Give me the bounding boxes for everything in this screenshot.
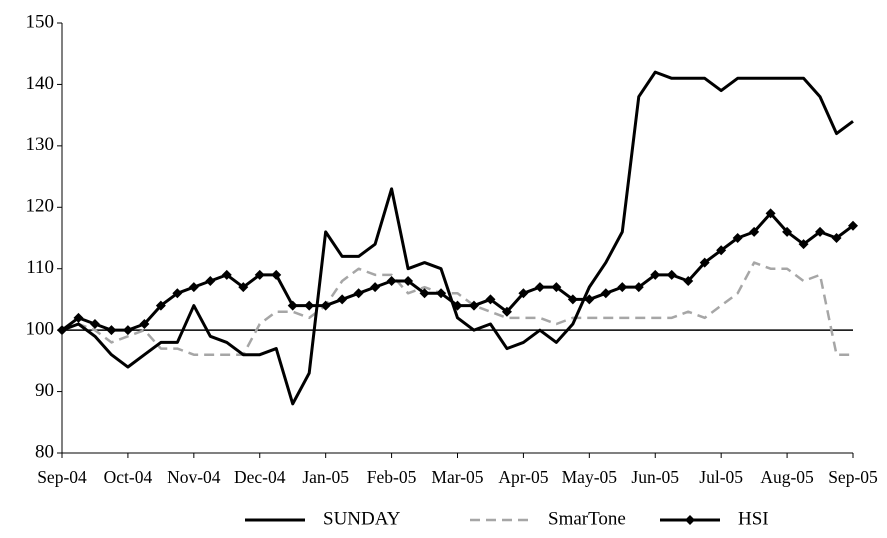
- series-marker: [765, 208, 776, 219]
- series-marker: [122, 325, 133, 336]
- series-marker: [798, 239, 809, 250]
- series-marker: [254, 269, 265, 280]
- legend-marker: [685, 515, 695, 525]
- series-marker: [436, 288, 447, 299]
- series-line: [61, 70, 854, 406]
- legend-label: SUNDAY: [323, 508, 401, 529]
- series-marker: [815, 226, 826, 237]
- y-tick-label: 120: [26, 196, 55, 217]
- series-marker: [633, 282, 644, 293]
- x-tick-label: Apr-05: [498, 467, 548, 487]
- series-marker: [57, 325, 67, 336]
- y-tick-label: 100: [26, 319, 55, 340]
- series-marker: [617, 282, 628, 293]
- series-marker: [485, 294, 496, 305]
- y-tick-label: 130: [26, 134, 55, 155]
- series-marker: [831, 233, 842, 243]
- series-marker: [749, 226, 760, 237]
- series-line: [61, 211, 854, 332]
- legend-label: HSI: [738, 508, 769, 529]
- series-marker: [848, 220, 858, 231]
- series-marker: [287, 300, 298, 311]
- x-tick-label: Aug-05: [760, 467, 814, 487]
- series-marker: [666, 269, 677, 280]
- series-marker: [650, 269, 661, 280]
- series-marker: [337, 294, 348, 305]
- series-marker: [106, 325, 117, 336]
- series-marker: [403, 276, 414, 286]
- series-marker: [452, 300, 463, 311]
- x-tick-label: Jun-05: [631, 467, 679, 487]
- series-marker: [370, 282, 381, 293]
- x-tick-label: Sep-05: [828, 467, 878, 487]
- x-tick-label: Jul-05: [699, 467, 743, 487]
- series-marker: [304, 300, 315, 311]
- series-marker: [699, 257, 710, 268]
- series-marker: [716, 245, 727, 256]
- x-tick-label: Jan-05: [302, 467, 349, 487]
- series-marker: [155, 300, 166, 311]
- x-tick-label: Dec-04: [234, 467, 286, 487]
- series-marker: [271, 269, 282, 280]
- series-marker: [188, 282, 199, 293]
- x-tick-label: Mar-05: [431, 467, 483, 487]
- x-tick-label: May-05: [562, 467, 618, 487]
- series-marker: [89, 319, 100, 329]
- series-marker: [584, 294, 595, 305]
- y-tick-label: 110: [26, 257, 54, 278]
- legend-label: SmarTone: [548, 508, 626, 529]
- series-marker: [205, 276, 216, 286]
- series-marker: [782, 226, 793, 237]
- series-marker: [353, 288, 364, 299]
- series-marker: [172, 288, 183, 299]
- x-tick-label: Sep-04: [37, 467, 87, 487]
- series-marker: [238, 282, 249, 293]
- series-marker: [534, 282, 545, 293]
- y-tick-label: 140: [26, 73, 55, 94]
- series-marker: [468, 300, 479, 311]
- series-marker: [732, 233, 743, 243]
- series-marker: [73, 312, 84, 323]
- series-marker: [221, 269, 232, 280]
- series-marker: [139, 319, 150, 329]
- series-marker: [683, 276, 694, 286]
- y-tick-label: 150: [26, 11, 55, 32]
- x-tick-label: Feb-05: [367, 467, 417, 487]
- series-marker: [386, 276, 397, 286]
- y-tick-label: 80: [35, 441, 54, 462]
- series-marker: [518, 288, 529, 299]
- series-marker: [600, 288, 611, 299]
- series-line: [61, 261, 853, 356]
- x-tick-label: Nov-04: [167, 467, 221, 487]
- series-marker: [567, 294, 578, 305]
- series-marker: [320, 300, 331, 311]
- series-marker: [501, 306, 512, 317]
- y-tick-label: 90: [35, 380, 54, 401]
- series-marker: [551, 282, 562, 293]
- series-marker: [419, 288, 430, 299]
- x-tick-label: Oct-04: [104, 467, 153, 487]
